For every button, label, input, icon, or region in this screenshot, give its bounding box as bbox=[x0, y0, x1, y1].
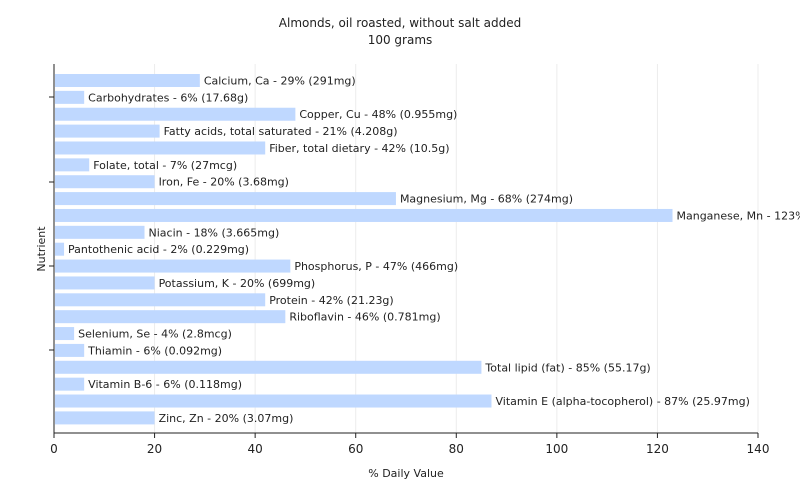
bar-label: Copper, Cu - 48% (0.955mg) bbox=[299, 108, 457, 121]
bar bbox=[55, 293, 266, 307]
bar-label: Selenium, Se - 4% (2.8mcg) bbox=[78, 328, 232, 341]
bar bbox=[55, 124, 160, 138]
bar bbox=[55, 141, 266, 155]
bar-label: Thiamin - 6% (0.092mg) bbox=[87, 344, 222, 357]
bar-label: Magnesium, Mg - 68% (274mg) bbox=[400, 193, 573, 206]
axes: 0 20 40 60 80 100 120 140 bbox=[49, 64, 769, 456]
bar bbox=[55, 208, 673, 222]
bar bbox=[55, 360, 482, 374]
bar bbox=[55, 394, 492, 408]
bar-label: Fiber, total dietary - 42% (10.5g) bbox=[269, 142, 449, 155]
x-tick-label: 140 bbox=[747, 442, 770, 456]
bar-label: Niacin - 18% (3.665mg) bbox=[149, 226, 280, 239]
y-axis-label: Nutrient bbox=[35, 226, 48, 272]
bar bbox=[55, 276, 155, 290]
x-axis-label: % Daily Value bbox=[368, 467, 444, 480]
bars bbox=[55, 74, 673, 425]
x-tick-label: 120 bbox=[646, 442, 669, 456]
x-tick-label: 20 bbox=[147, 442, 162, 456]
bar bbox=[55, 327, 75, 341]
bar-label: Zinc, Zn - 20% (3.07mg) bbox=[159, 412, 294, 425]
bar bbox=[55, 242, 65, 256]
chart-title: Almonds, oil roasted, without salt added bbox=[279, 16, 521, 30]
x-tick-label: 40 bbox=[248, 442, 263, 456]
bar-label: Total lipid (fat) - 85% (55.17g) bbox=[484, 361, 650, 374]
grid-lines bbox=[154, 64, 759, 433]
bar-label: Protein - 42% (21.23g) bbox=[269, 294, 394, 307]
bar-label: Riboflavin - 46% (0.781mg) bbox=[289, 311, 440, 324]
bar-label: Calcium, Ca - 29% (291mg) bbox=[204, 75, 356, 88]
bar-label: Manganese, Mn - 123% (2.460mg) bbox=[677, 209, 800, 222]
bar-labels: Calcium, Ca - 29% (291mg) Carbohydrates -… bbox=[68, 75, 800, 425]
x-tick-label: 80 bbox=[449, 442, 464, 456]
bar bbox=[55, 343, 85, 357]
chart-subtitle: 100 grams bbox=[368, 33, 433, 47]
bar bbox=[55, 411, 155, 425]
bar bbox=[55, 377, 85, 391]
bar-label: Iron, Fe - 20% (3.68mg) bbox=[159, 176, 289, 189]
bar bbox=[55, 310, 286, 324]
x-tick-label: 0 bbox=[50, 442, 58, 456]
bar bbox=[55, 259, 291, 273]
bar-label: Pantothenic acid - 2% (0.229mg) bbox=[68, 243, 249, 256]
bar bbox=[55, 158, 90, 172]
bar-label: Potassium, K - 20% (699mg) bbox=[159, 277, 316, 290]
bar-label: Fatty acids, total saturated - 21% (4.20… bbox=[164, 125, 398, 138]
bar-label: Folate, total - 7% (27mcg) bbox=[93, 159, 237, 172]
bar bbox=[55, 192, 396, 206]
bar bbox=[55, 107, 296, 121]
bar bbox=[55, 225, 145, 239]
x-tick-label: 100 bbox=[545, 442, 568, 456]
bar-label: Vitamin E (alpha-tocopherol) - 87% (25.9… bbox=[495, 395, 749, 408]
bar-label: Phosphorus, P - 47% (466mg) bbox=[294, 260, 458, 273]
x-tick-label: 60 bbox=[348, 442, 363, 456]
bar-label: Carbohydrates - 6% (17.68g) bbox=[88, 91, 248, 104]
bar-label: Vitamin B-6 - 6% (0.118mg) bbox=[88, 378, 242, 391]
bar bbox=[55, 74, 200, 87]
bar bbox=[55, 175, 155, 189]
bar bbox=[55, 90, 85, 104]
